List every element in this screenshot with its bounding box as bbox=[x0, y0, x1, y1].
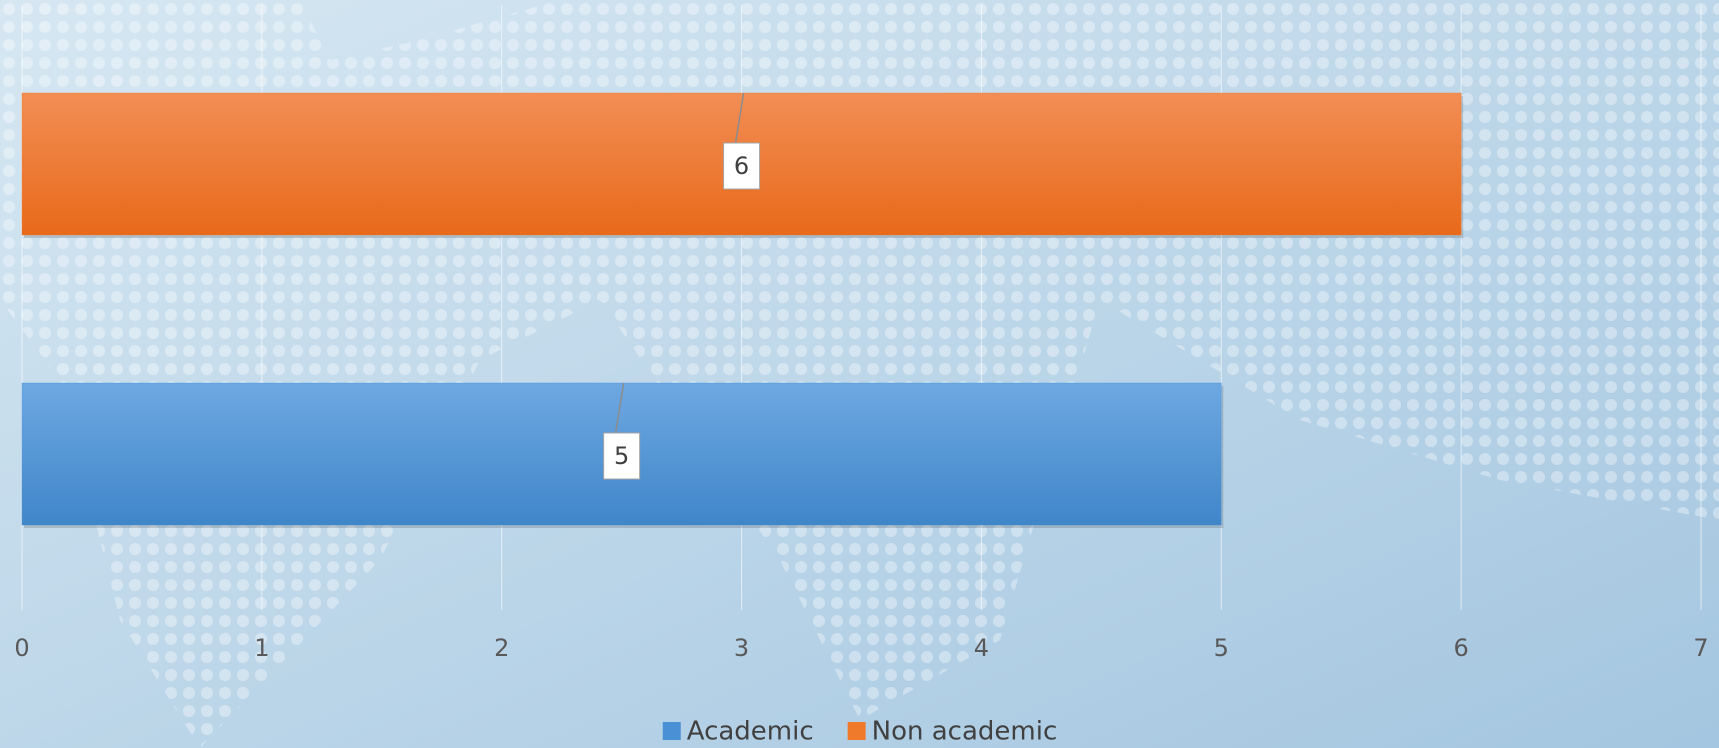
x-tick-label: 5 bbox=[1214, 634, 1229, 662]
x-tick-label: 0 bbox=[14, 634, 29, 662]
data-label-box bbox=[603, 432, 641, 480]
x-tick-label: 7 bbox=[1693, 634, 1708, 662]
x-tick-label: 6 bbox=[1454, 634, 1469, 662]
legend-label: Academic bbox=[687, 717, 814, 747]
leader-line bbox=[614, 382, 625, 434]
legend-swatch bbox=[847, 722, 866, 740]
x-tick-label: 1 bbox=[254, 634, 269, 662]
legend-label: Non academic bbox=[872, 717, 1058, 747]
x-tick-label: 3 bbox=[734, 634, 749, 662]
data-label-box bbox=[723, 142, 761, 190]
data-label: 5 bbox=[614, 442, 629, 470]
data-label: 6 bbox=[734, 152, 749, 180]
x-tick-label: 4 bbox=[974, 634, 989, 662]
x-tick-label: 2 bbox=[494, 634, 509, 662]
legend-swatch bbox=[662, 722, 681, 740]
leader-line bbox=[734, 92, 745, 144]
